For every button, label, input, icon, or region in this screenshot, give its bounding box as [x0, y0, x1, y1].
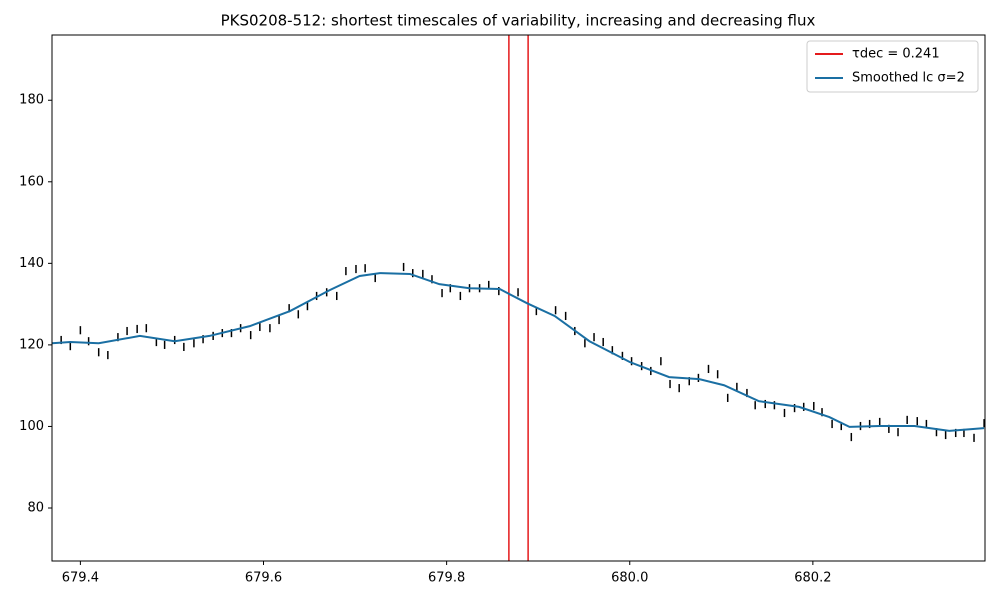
x-tick-label: 679.8 [428, 571, 465, 586]
smoothed-line [52, 272, 985, 432]
legend-box [806, 40, 979, 93]
plot-area [52, 35, 985, 561]
legend-label: τdec = 0.241 [852, 47, 940, 62]
y-tick-label: 120 [19, 337, 44, 352]
x-tick-label: 679.4 [62, 571, 99, 586]
x-tick-label: 680.0 [611, 571, 648, 586]
y-tick-label: 160 [19, 174, 44, 189]
axes-frame [51, 34, 986, 562]
x-tick-label: 680.2 [794, 571, 831, 586]
x-tick-label: 679.6 [245, 571, 282, 586]
y-tick-label: 180 [19, 93, 44, 108]
y-tick-label: 140 [19, 256, 44, 271]
chart-title: PKS0208-512: shortest timescales of vari… [221, 12, 816, 30]
y-tick-label: 80 [27, 500, 44, 515]
legend-label: Smoothed lc σ=2 [852, 71, 965, 86]
y-tick-label: 100 [19, 419, 44, 434]
